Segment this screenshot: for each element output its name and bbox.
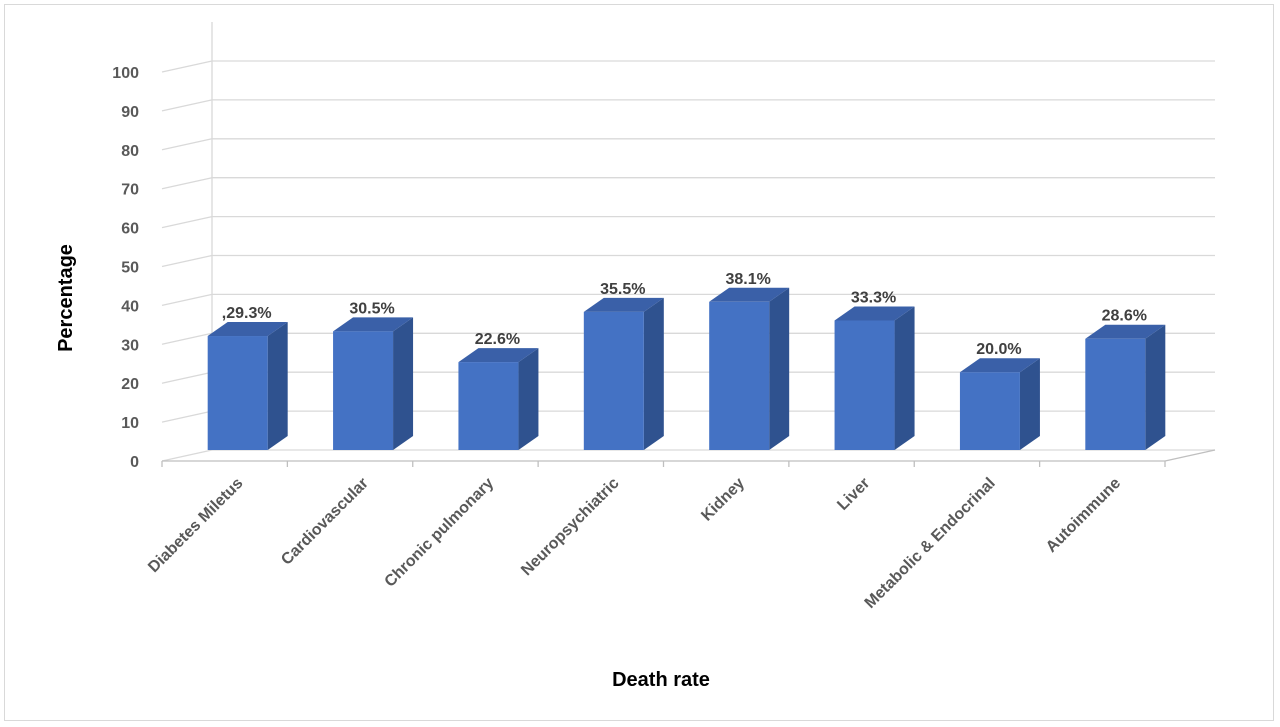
category-label: Autoimmune xyxy=(1043,475,1124,556)
bar-front xyxy=(333,331,394,450)
axes xyxy=(161,449,1216,467)
bar-side xyxy=(1019,358,1040,450)
y-tick-label: 80 xyxy=(121,143,139,160)
category-label: Chronic pulmonary xyxy=(382,475,498,591)
x-axis-title: Death rate xyxy=(612,669,710,691)
y-tick-label: 20 xyxy=(121,376,139,393)
gridline-wall xyxy=(161,177,213,190)
y-tick-label: 50 xyxy=(121,260,139,277)
category-label: Liver xyxy=(834,475,873,514)
data-label: 30.5% xyxy=(349,300,394,317)
bar-side xyxy=(393,317,414,450)
gridline-wall xyxy=(161,293,213,307)
bar-side xyxy=(894,306,915,450)
y-tick-label: 0 xyxy=(130,454,139,471)
gridline-wall xyxy=(161,410,213,423)
bar xyxy=(1085,324,1166,450)
bar-side xyxy=(267,322,288,450)
gridline-wall xyxy=(161,332,213,345)
gridline-wall xyxy=(161,371,213,384)
y-tick-label: 40 xyxy=(121,298,139,315)
bar xyxy=(458,348,539,450)
category-label: Metabolic & Endocrinal xyxy=(862,475,999,612)
bar xyxy=(583,297,664,450)
bar-side xyxy=(643,297,664,450)
gridlines xyxy=(161,22,1215,462)
bar-front xyxy=(834,320,895,450)
bar xyxy=(709,287,790,450)
bar-top xyxy=(458,348,539,363)
gridline-wall xyxy=(161,449,213,462)
category-label: Neuropsychiatric xyxy=(518,475,623,580)
bar xyxy=(333,317,414,450)
data-label: 33.3% xyxy=(851,289,896,306)
y-axis-title: Percentage xyxy=(55,244,77,352)
gridline-wall xyxy=(161,215,213,229)
gridline-wall xyxy=(161,138,213,151)
bar-front xyxy=(458,362,519,450)
category-label: Cardiovascular xyxy=(278,475,372,569)
y-tick-label: 90 xyxy=(121,104,139,121)
category-label: Kidney xyxy=(698,475,748,525)
bar-top xyxy=(583,297,664,312)
category-label: Diabetes Miletus xyxy=(145,475,246,576)
y-tick-label: 60 xyxy=(121,221,139,238)
bar-top xyxy=(959,358,1040,373)
data-labels: ,29.3% 30.5% 22.6% 35.5% 38.1% 33.3% 20.0% 28.6… xyxy=(222,271,1147,358)
bar xyxy=(834,306,915,450)
gridline-wall xyxy=(161,254,213,268)
floor-right-edge xyxy=(1164,449,1216,462)
y-tick-label: 30 xyxy=(121,337,139,354)
y-tick-labels: 0 10 20 30 40 50 60 70 80 90 100 xyxy=(112,65,139,471)
bars xyxy=(207,287,1166,450)
data-label: 28.6% xyxy=(1102,308,1147,325)
data-label: ,29.3% xyxy=(222,305,272,322)
y-tick-label: 100 xyxy=(112,65,139,82)
y-tick-label: 70 xyxy=(121,182,139,199)
data-label: 22.6% xyxy=(475,331,520,348)
gridline-wall xyxy=(161,99,213,112)
bar xyxy=(207,322,288,450)
y-tick-label: 10 xyxy=(121,415,139,432)
bar-side xyxy=(518,348,539,450)
bar-front xyxy=(207,336,268,450)
bar-top xyxy=(207,322,288,337)
bar-front xyxy=(1085,338,1146,450)
data-label: 38.1% xyxy=(726,271,771,288)
bar-front xyxy=(583,311,644,450)
bar-side xyxy=(1145,324,1166,450)
bar xyxy=(959,358,1040,450)
bar-top xyxy=(1085,324,1166,339)
data-label: 35.5% xyxy=(600,281,645,298)
bar-side xyxy=(769,287,790,450)
category-labels: Diabetes Miletus Cardiovascular Chronic pu… xyxy=(145,475,1124,612)
bar-front xyxy=(709,301,770,450)
bar-top xyxy=(709,287,790,302)
gridline-wall xyxy=(161,60,213,73)
data-label: 20.0% xyxy=(976,341,1021,358)
bar-top xyxy=(333,317,414,332)
bar-top xyxy=(834,306,915,321)
bar-front xyxy=(959,372,1020,450)
